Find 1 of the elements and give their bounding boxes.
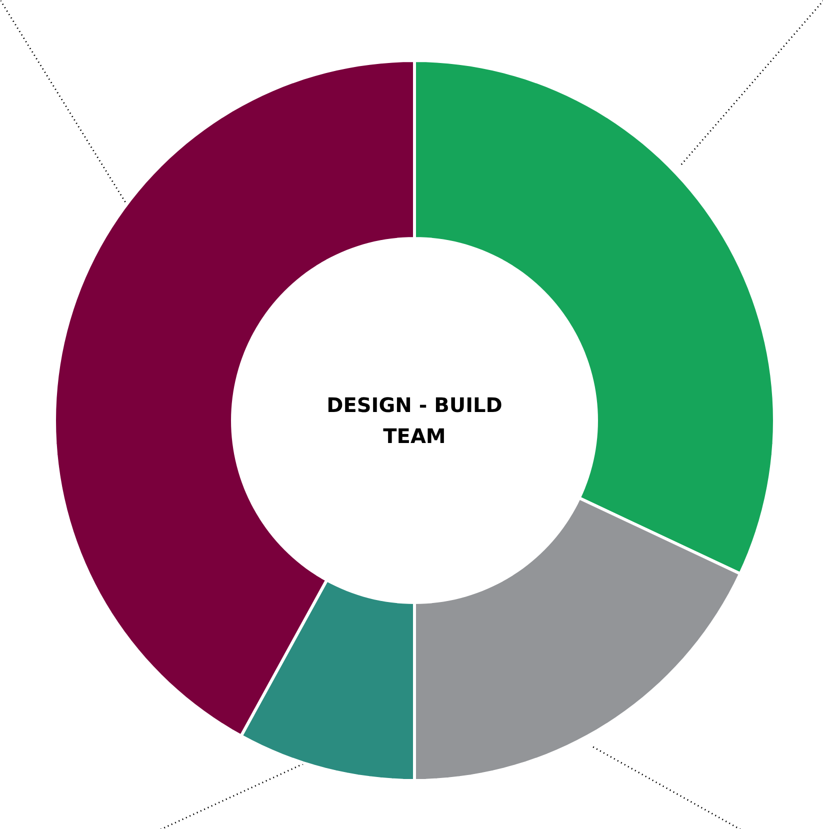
text: DESIGN - BUILD TEAM (326, 392, 502, 448)
